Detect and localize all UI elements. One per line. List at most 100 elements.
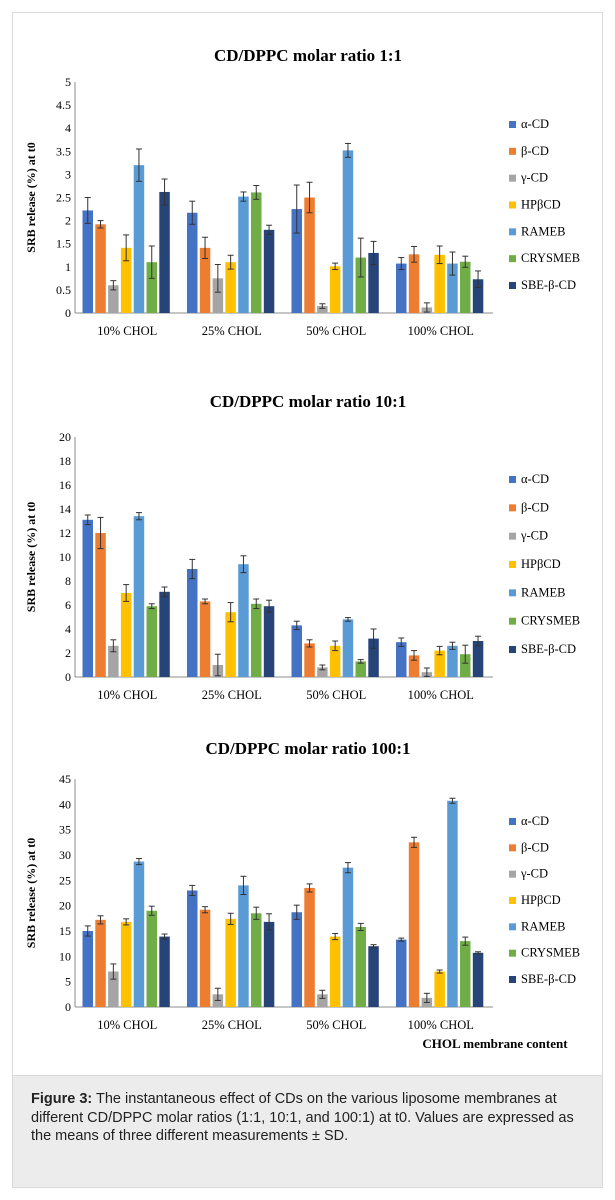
y-tick-label: 4 [65,121,71,135]
bar [225,612,236,677]
legend-label: γ-CD [520,171,548,185]
bar [434,254,445,313]
bar [342,150,354,313]
y-tick-label: 10 [59,550,71,564]
bar [133,165,145,313]
y-tick-label: 40 [59,797,71,811]
legend-label: HPβCD [521,893,561,907]
x-category-label: 25% CHOL [202,1018,262,1032]
caption-text: The instantaneous effect of CDs on the v… [31,1091,574,1144]
bar [199,247,211,313]
bar [355,257,366,313]
y-tick-label: 0 [65,306,71,320]
x-category-label: 100% CHOL [408,1018,474,1032]
bar [291,209,302,313]
bar [342,619,354,677]
bar [146,606,157,677]
y-tick-label: 30 [59,848,71,862]
figure-caption: Figure 3: The instantaneous effect of CD… [12,1076,603,1188]
y-tick-label: 1.5 [56,237,71,251]
bar [108,645,119,677]
y-axis-label: SRB release (%) at t0 [24,142,38,252]
y-tick-label: 12 [59,526,71,540]
y-tick-label: 4 [65,622,71,636]
x-category-label: 10% CHOL [97,1018,157,1032]
bar [304,197,315,313]
y-tick-label: 14 [59,502,71,516]
bar [396,939,407,1007]
bar [342,867,354,1007]
legend-label: γ-CD [520,529,548,543]
legend-label: SBE-β-CD [521,278,576,292]
bar [146,910,157,1007]
y-tick-label: 8 [65,574,71,588]
y-tick-label: 1 [65,260,71,274]
legend-label: HPβCD [521,198,561,212]
legend-swatch [509,532,516,540]
legend-swatch [509,844,516,852]
bar [329,266,341,313]
y-tick-label: 20 [59,899,71,913]
legend-swatch [509,174,516,182]
y-tick-label: 5 [65,75,71,89]
figure-panel: CD/DPPC molar ratio 1:1 SRB release (%) a… [12,12,603,1076]
y-tick-label: 0 [65,1000,71,1014]
y-tick-label: 2.5 [56,191,71,205]
bar [368,946,379,1007]
x-category-label: 50% CHOL [306,688,366,702]
bar [263,921,275,1007]
legend-label: α-CD [521,472,549,486]
bar [317,306,328,313]
bar [368,252,379,313]
legend-swatch [509,976,516,983]
bar [263,606,275,677]
bar [329,645,341,677]
bar [396,642,407,677]
bar [263,229,275,313]
legend-label: RAMEB [521,224,565,238]
legend-swatch [509,147,516,155]
bar [95,919,106,1007]
legend-swatch [509,504,516,512]
bar [95,224,106,313]
y-tick-label: 45 [59,772,71,786]
bar [434,650,445,677]
bar [82,931,93,1007]
x-category-label: 50% CHOL [306,324,366,338]
legend-label: CRYSMEB [521,251,580,265]
legend-label: CRYSMEB [521,946,580,960]
y-tick-label: 35 [59,823,71,837]
legend-label: SBE-β-CD [521,972,576,986]
bar [447,800,458,1007]
y-tick-label: 6 [65,598,71,612]
bar [82,519,93,677]
y-tick-label: 20 [59,430,71,444]
bar [447,263,458,313]
y-tick-label: 25 [59,873,71,887]
y-tick-label: 0.5 [56,283,71,297]
bar [472,952,484,1007]
legend-swatch [509,255,516,263]
legend-swatch [509,870,516,878]
y-tick-label: 16 [59,478,71,492]
legend-label: γ-CD [520,867,548,881]
legend-swatch [509,561,516,568]
bar [120,593,132,677]
bar [225,918,236,1007]
y-tick-label: 2 [65,646,71,660]
bar [460,261,471,313]
bar [108,971,119,1007]
bar [199,601,211,677]
legend-label: RAMEB [521,585,565,599]
y-axis-label: SRB release (%) at t0 [24,502,38,612]
legend-swatch [509,589,516,597]
bar [159,591,170,677]
bar [187,212,198,313]
bar [291,625,302,677]
x-category-label: 25% CHOL [202,688,262,702]
legend-swatch [509,897,516,904]
bar [238,885,249,1007]
legend-swatch [509,121,516,128]
bar [108,285,119,313]
legend-label: β-CD [521,144,549,158]
